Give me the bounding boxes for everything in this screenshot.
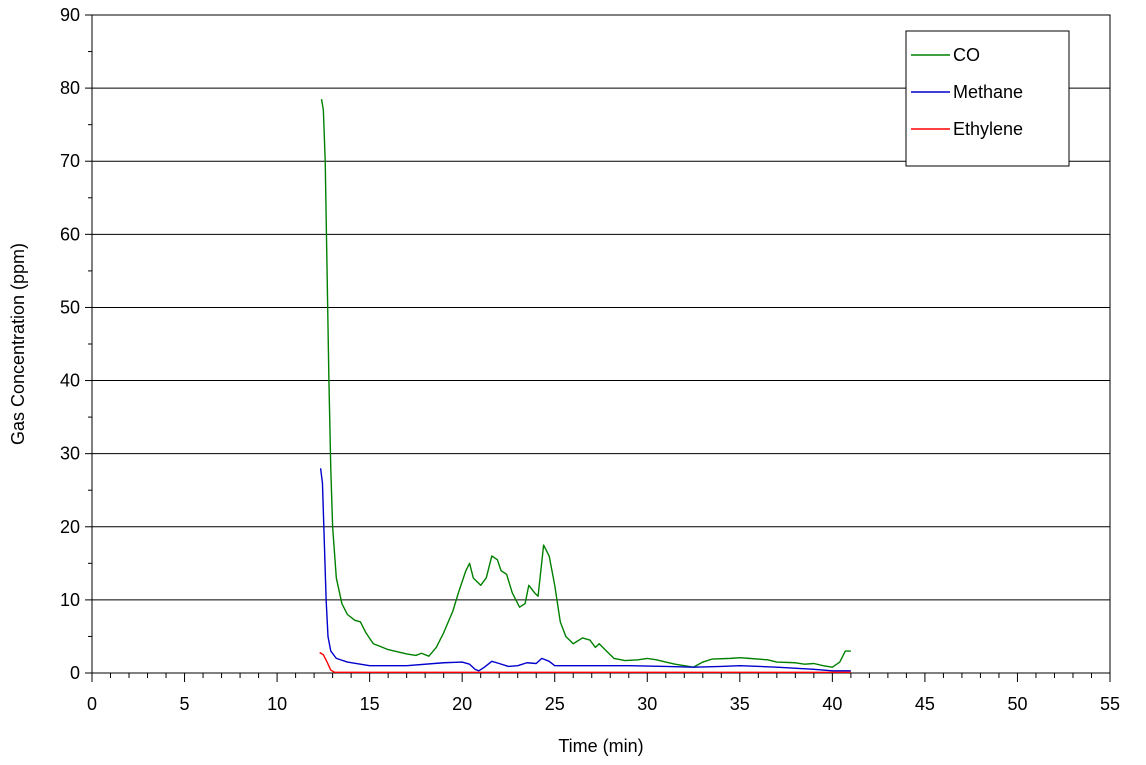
x-tick-label: 25 [545,694,565,714]
x-tick-label: 15 [360,694,380,714]
x-axis-title: Time (min) [558,736,643,756]
series-line-ethylene [319,651,851,673]
x-tick-label: 55 [1100,694,1120,714]
series-line-co [320,98,851,668]
series-lines [319,98,851,673]
x-tick-label: 30 [637,694,657,714]
y-tick-label: 20 [60,517,80,537]
axis-ticks: 0 10 20 30 40 50 60 70 80 90 0 5 10 15 20 25 30 35 40 45 50 5… [60,5,1120,714]
y-tick-label: 10 [60,590,80,610]
x-tick-label: 20 [452,694,472,714]
x-tick-label: 50 [1007,694,1027,714]
y-tick-label: 90 [60,5,80,25]
y-tick-label: 80 [60,78,80,98]
x-tick-label: 45 [915,694,935,714]
y-tick-label: 50 [60,297,80,317]
legend-label-ethylene: Ethylene [953,119,1023,139]
x-tick-label: 0 [87,694,97,714]
legend: CO Methane Ethylene [905,30,1070,167]
x-tick-label: 35 [730,694,750,714]
legend-label-co: CO [953,45,980,65]
y-axis-title: Gas Concentration (ppm) [8,243,28,445]
legend-label-methane: Methane [953,82,1023,102]
y-tick-label: 30 [60,444,80,464]
legend-box [905,30,1070,167]
y-tick-label: 60 [60,224,80,244]
y-tick-label: 40 [60,371,80,391]
y-tick-label: 0 [70,663,80,683]
x-tick-label: 10 [267,694,287,714]
x-tick-label: 40 [822,694,842,714]
series-line-methane [319,468,851,672]
grid-lines [92,87,1110,601]
y-tick-label: 70 [60,151,80,171]
x-tick-label: 5 [180,694,190,714]
